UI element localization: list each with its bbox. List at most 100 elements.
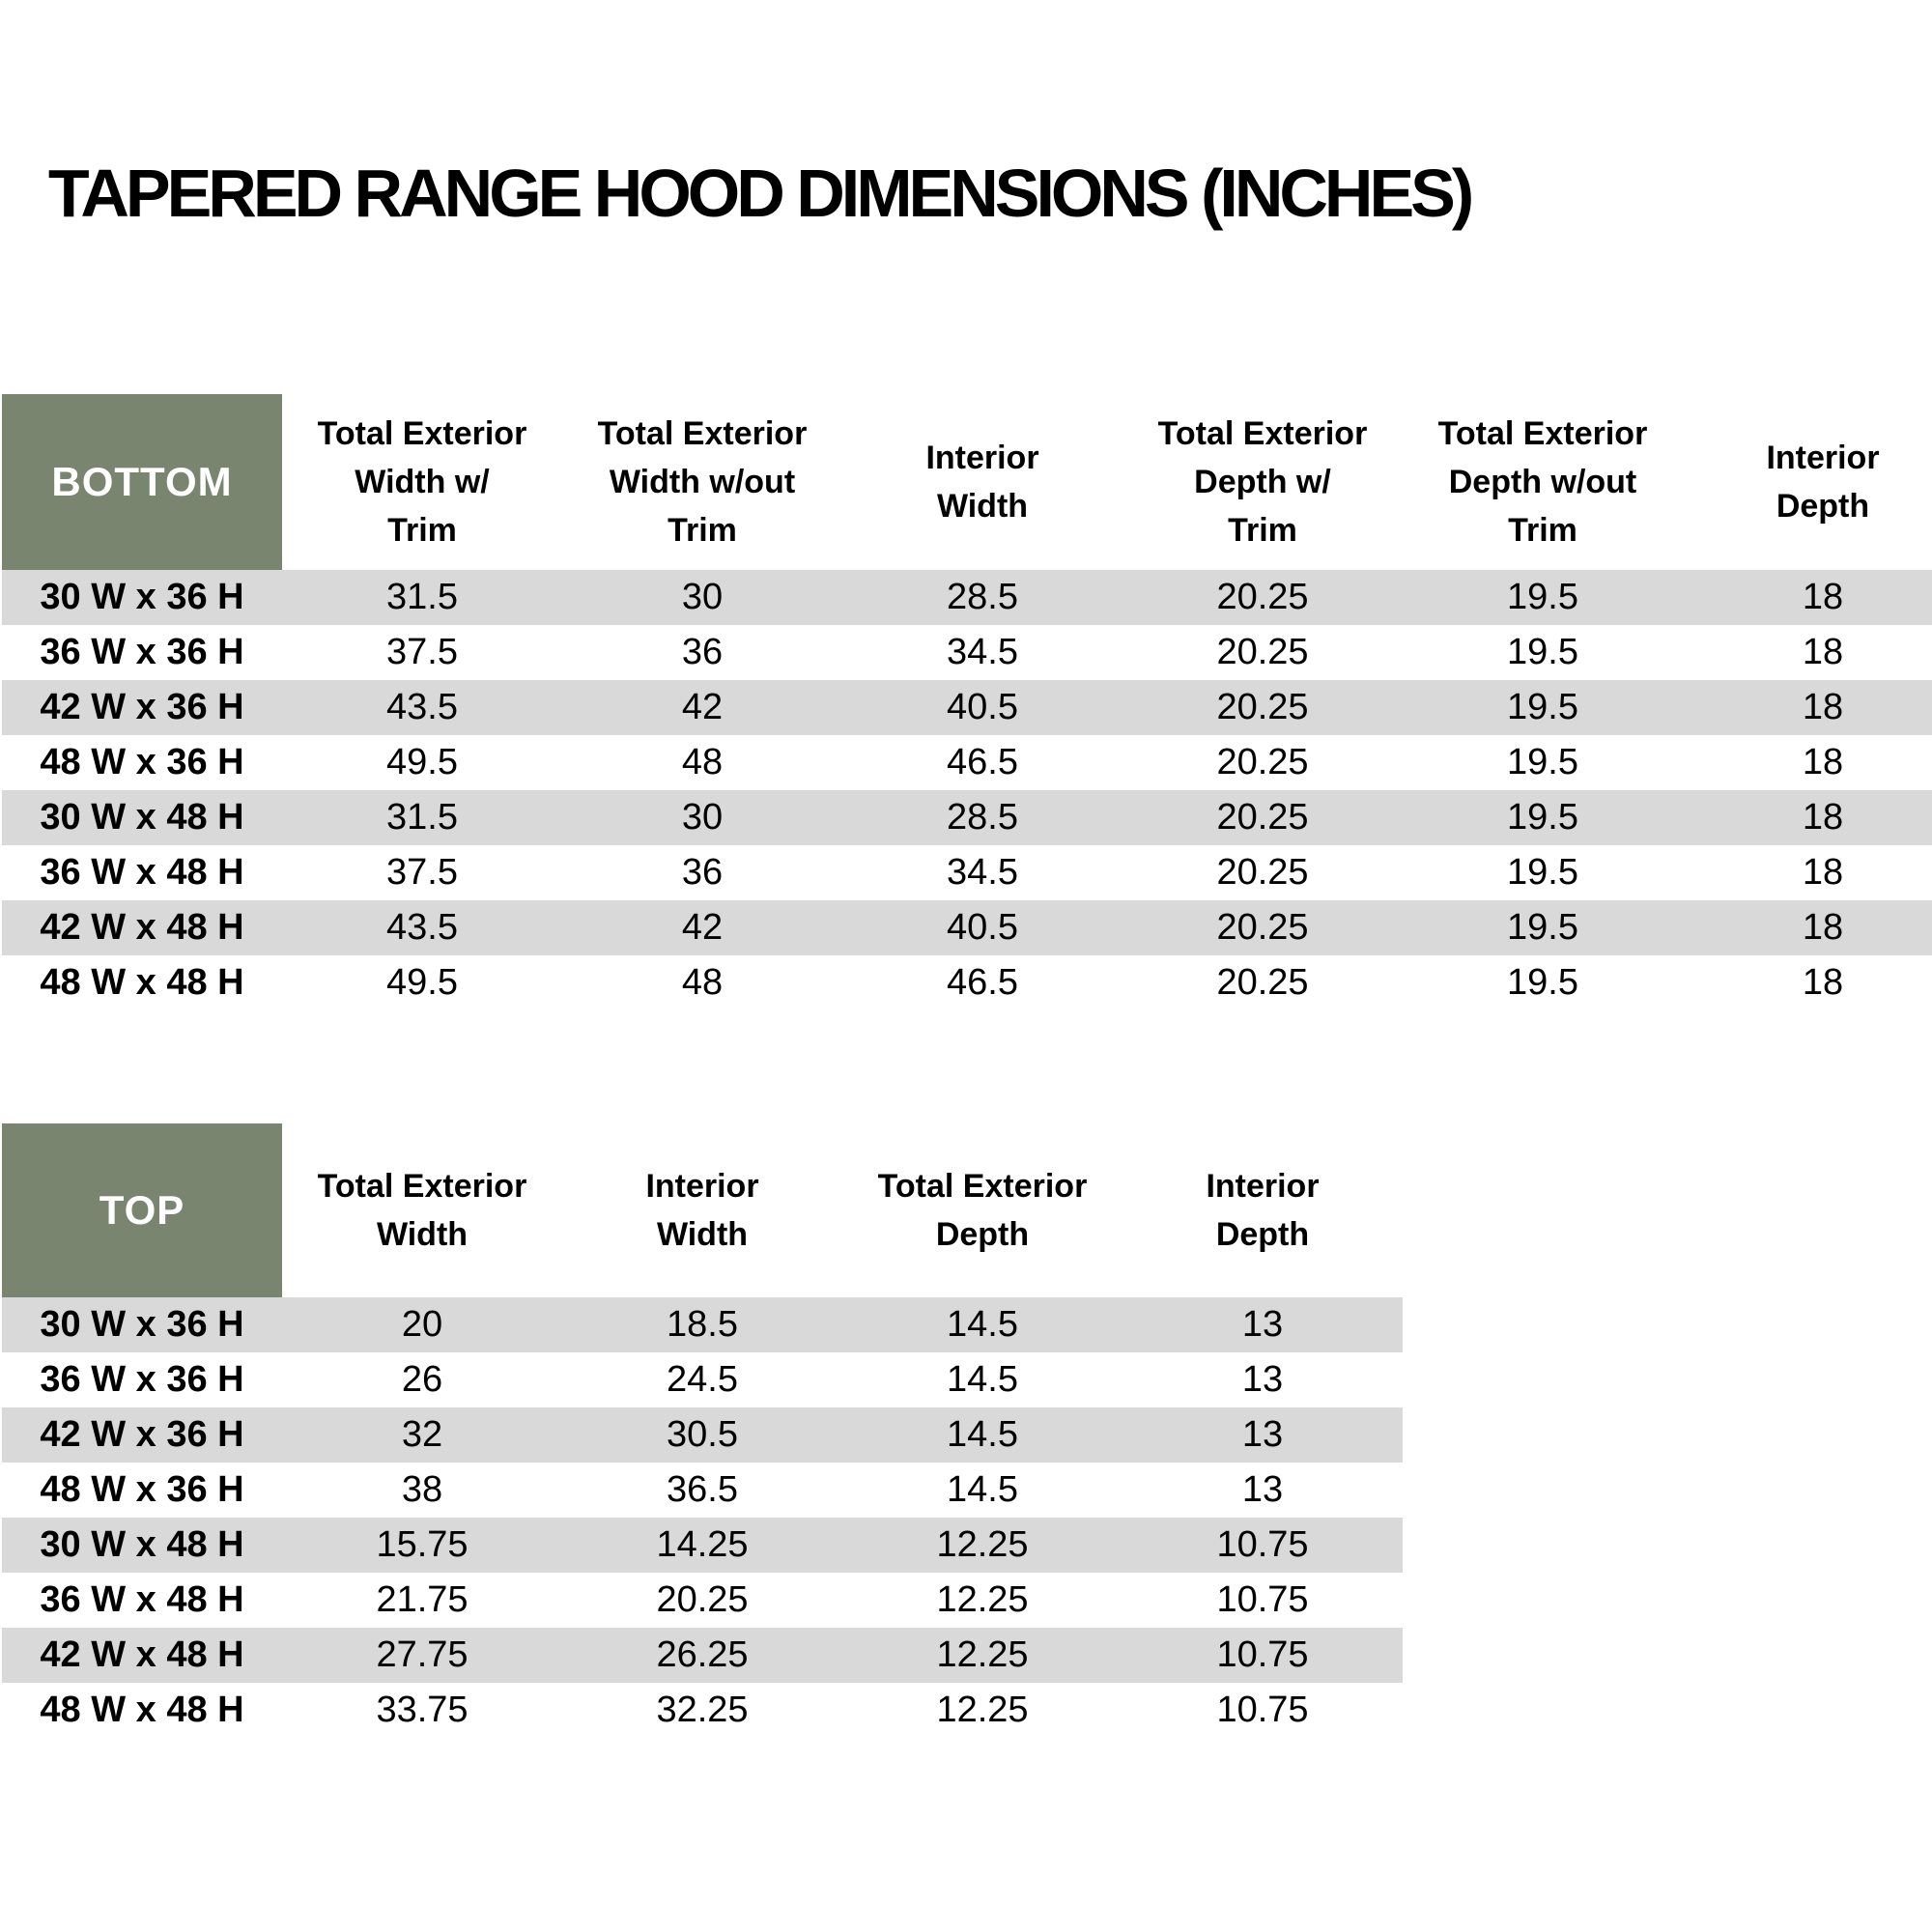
column-header: Total Exterior Width w/out Trim bbox=[562, 394, 842, 570]
column-header-line: Width w/out bbox=[609, 464, 796, 500]
row-label: 42 W x 48 H bbox=[40, 1634, 244, 1675]
row-label: 36 W x 36 H bbox=[40, 1359, 244, 1400]
cell-value: 38 bbox=[401, 1469, 443, 1510]
cell-value: 20.25 bbox=[1216, 907, 1309, 948]
cell-value: 24.5 bbox=[667, 1359, 738, 1400]
column-header: Total Exterior Depth bbox=[842, 1123, 1122, 1297]
cell-value: 21.75 bbox=[376, 1579, 469, 1620]
cell-value: 42 bbox=[681, 687, 724, 727]
row-label: 30 W x 48 H bbox=[40, 1524, 244, 1565]
column-header: Interior Width bbox=[842, 394, 1122, 570]
column-header-line: Depth bbox=[1776, 488, 1870, 525]
column-header-line: Trim bbox=[1508, 512, 1577, 549]
column-header-line: Trim bbox=[668, 512, 737, 549]
cell-value: 20.25 bbox=[1216, 687, 1309, 727]
cell-value: 18 bbox=[1802, 797, 1844, 838]
cell-value: 20.25 bbox=[1216, 962, 1309, 1003]
cell-value: 26.25 bbox=[656, 1634, 749, 1675]
cell-value: 18 bbox=[1802, 852, 1844, 893]
cell-value: 43.5 bbox=[386, 907, 458, 948]
cell-value: 34.5 bbox=[947, 632, 1018, 672]
cell-value: 13 bbox=[1241, 1414, 1284, 1455]
cell-value: 10.75 bbox=[1216, 1524, 1309, 1565]
cell-value: 18 bbox=[1802, 742, 1844, 782]
table-row: 36 W x 48 H 37.5 36 34.5 20.25 19.5 18 bbox=[2, 845, 1932, 900]
bottom-table-header-row: BOTTOM Total Exterior Width w/Trim Total E… bbox=[2, 394, 1932, 570]
column-header-line: Total Exterior bbox=[1157, 415, 1368, 452]
column-header-line: Depth bbox=[1215, 1216, 1310, 1253]
column-header-line: Total Exterior bbox=[877, 1168, 1088, 1205]
table-row: 48 W x 48 H 49.5 48 46.5 20.25 19.5 18 bbox=[2, 955, 1932, 1010]
cell-value: 20.25 bbox=[1216, 797, 1309, 838]
cell-value: 10.75 bbox=[1216, 1690, 1309, 1730]
cell-value: 13 bbox=[1241, 1469, 1284, 1510]
table-row: 42 W x 48 H 27.75 26.25 12.25 10.75 bbox=[2, 1628, 1403, 1683]
page-title: TAPERED RANGE HOOD DIMENSIONS (INCHES) bbox=[47, 156, 1474, 231]
cell-value: 30 bbox=[681, 797, 724, 838]
cell-value: 14.25 bbox=[656, 1524, 749, 1565]
cell-value: 18 bbox=[1802, 577, 1844, 617]
table-row: 42 W x 48 H 43.5 42 40.5 20.25 19.5 18 bbox=[2, 900, 1932, 955]
column-header: Interior Depth bbox=[1683, 394, 1932, 570]
row-label: 36 W x 36 H bbox=[40, 632, 244, 672]
table-row: 30 W x 36 H 20 18.5 14.5 13 bbox=[2, 1297, 1403, 1352]
column-header-line: Total Exterior bbox=[1437, 415, 1648, 452]
cell-value: 10.75 bbox=[1216, 1634, 1309, 1675]
cell-value: 18 bbox=[1802, 632, 1844, 672]
cell-value: 20 bbox=[401, 1304, 443, 1345]
cell-value: 20.25 bbox=[1216, 632, 1309, 672]
cell-value: 18 bbox=[1802, 687, 1844, 727]
column-header-line: Depth w/ bbox=[1194, 464, 1331, 500]
top-table-corner-label: TOP bbox=[2, 1123, 282, 1297]
cell-value: 20.25 bbox=[1216, 577, 1309, 617]
cell-value: 37.5 bbox=[386, 852, 458, 893]
cell-value: 43.5 bbox=[386, 687, 458, 727]
table-row: 48 W x 36 H 38 36.5 14.5 13 bbox=[2, 1463, 1403, 1518]
column-header-line: Width w/ bbox=[355, 464, 490, 500]
row-label: 42 W x 36 H bbox=[40, 1414, 244, 1455]
table-row: 30 W x 36 H 31.5 30 28.5 20.25 19.5 18 bbox=[2, 570, 1932, 625]
table-row: 36 W x 48 H 21.75 20.25 12.25 10.75 bbox=[2, 1573, 1403, 1628]
cell-value: 15.75 bbox=[376, 1524, 469, 1565]
column-header-line: Trim bbox=[1228, 512, 1297, 549]
row-label: 48 W x 36 H bbox=[40, 1469, 244, 1510]
column-header-line: Total Exterior bbox=[317, 1168, 527, 1205]
cell-value: 28.5 bbox=[947, 577, 1018, 617]
cell-value: 12.25 bbox=[936, 1690, 1029, 1730]
top-table-header-row: TOP Total Exterior Width Interior Width Tota… bbox=[2, 1123, 1403, 1297]
cell-value: 19.5 bbox=[1507, 962, 1578, 1003]
row-label: 48 W x 48 H bbox=[40, 1690, 244, 1730]
cell-value: 33.75 bbox=[376, 1690, 469, 1730]
top-table-body: 30 W x 36 H 20 18.5 14.5 13 36 W x 36 H 26 24.5… bbox=[2, 1297, 1403, 1738]
column-header-line: Interior bbox=[1206, 1168, 1320, 1205]
cell-value: 30.5 bbox=[667, 1414, 738, 1455]
cell-value: 36 bbox=[681, 632, 724, 672]
cell-value: 14.5 bbox=[947, 1304, 1018, 1345]
cell-value: 26 bbox=[401, 1359, 443, 1400]
cell-value: 42 bbox=[681, 907, 724, 948]
column-header-line: Trim bbox=[387, 512, 457, 549]
table-row: 48 W x 48 H 33.75 32.25 12.25 10.75 bbox=[2, 1683, 1403, 1738]
cell-value: 48 bbox=[681, 742, 724, 782]
cell-value: 40.5 bbox=[947, 687, 1018, 727]
row-label: 42 W x 36 H bbox=[40, 687, 244, 727]
column-header-line: Width bbox=[376, 1216, 469, 1253]
row-label: 30 W x 36 H bbox=[40, 577, 244, 617]
cell-value: 48 bbox=[681, 962, 724, 1003]
column-header-line: Total Exterior bbox=[317, 415, 527, 452]
table-row: 48 W x 36 H 49.5 48 46.5 20.25 19.5 18 bbox=[2, 735, 1932, 790]
cell-value: 27.75 bbox=[376, 1634, 469, 1675]
cell-value: 19.5 bbox=[1507, 687, 1578, 727]
row-label: 30 W x 36 H bbox=[40, 1304, 244, 1345]
column-header: Total Exterior Width bbox=[282, 1123, 562, 1297]
top-dimensions-table: TOP Total Exterior Width Interior Width Tota… bbox=[2, 1123, 1403, 1738]
column-header-line: Interior bbox=[1766, 440, 1880, 476]
cell-value: 28.5 bbox=[947, 797, 1018, 838]
column-header-line: Depth bbox=[935, 1216, 1030, 1253]
row-label: 48 W x 36 H bbox=[40, 742, 244, 782]
cell-value: 18 bbox=[1802, 907, 1844, 948]
cell-value: 14.5 bbox=[947, 1469, 1018, 1510]
row-label: 48 W x 48 H bbox=[40, 962, 244, 1003]
cell-value: 10.75 bbox=[1216, 1579, 1309, 1620]
bottom-table-corner-label: BOTTOM bbox=[2, 394, 282, 570]
